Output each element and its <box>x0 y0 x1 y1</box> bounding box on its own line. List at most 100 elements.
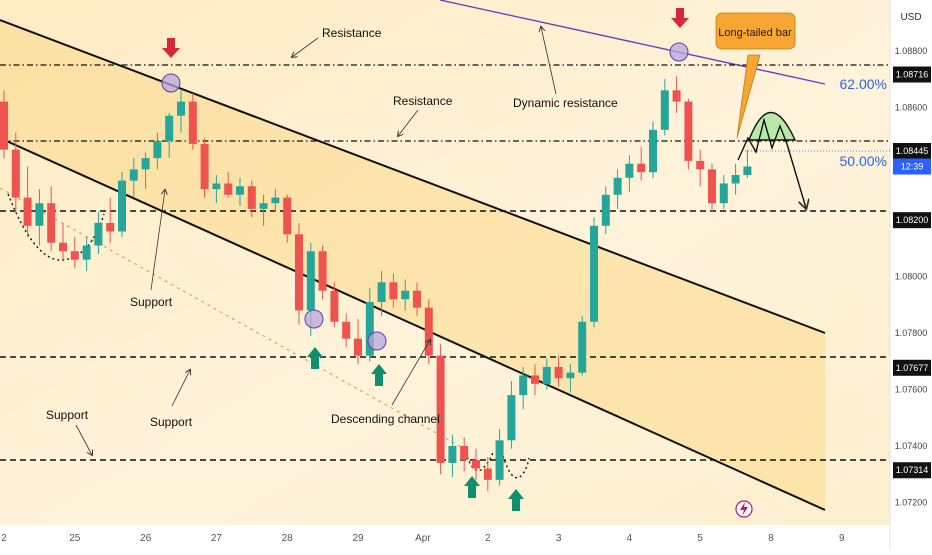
candle <box>460 437 469 472</box>
time-tick-label: 4 <box>627 533 633 544</box>
callout-tail <box>736 54 761 139</box>
candle-body <box>613 177 622 195</box>
candle <box>0 90 8 159</box>
candle <box>165 112 174 159</box>
touch-circle-26 <box>161 73 181 93</box>
candle <box>236 177 244 207</box>
annotation-support-left: Support <box>130 295 173 309</box>
red-arrow-down-icon <box>162 38 180 58</box>
candle-body <box>11 149 20 198</box>
time-tick-label: 27 <box>211 533 223 544</box>
time-tick-label: 9 <box>839 533 845 544</box>
candle <box>70 237 79 269</box>
candle-body <box>413 290 421 308</box>
bowl-left <box>7 193 105 261</box>
price-level-tag: 1.08200 <box>893 212 931 229</box>
callout-text: Long-tailed bar <box>718 27 792 39</box>
current-price-tag-bg <box>893 158 931 175</box>
candle-body <box>719 183 728 204</box>
annotation-descending-channel: Descending channel <box>331 412 440 426</box>
candle-body <box>165 115 174 142</box>
annotation-support-bottom: Support <box>46 408 89 422</box>
candle <box>259 194 268 226</box>
time-tick-label: 2 <box>1 533 7 544</box>
time-tick-label: 26 <box>140 533 152 544</box>
candle <box>601 186 610 235</box>
candle-body <box>708 169 716 204</box>
time-tick-label: 8 <box>768 533 774 544</box>
annotation-arrow <box>150 190 165 291</box>
candle-body <box>118 180 126 232</box>
price-level-tag-bg <box>893 66 931 83</box>
candle <box>613 169 622 209</box>
candle <box>531 364 539 396</box>
candle <box>47 186 56 252</box>
annotation-arrow <box>292 37 319 57</box>
candle-body <box>295 234 303 311</box>
candle-body <box>684 101 693 161</box>
annotation-arrow <box>391 340 430 406</box>
price-tick-label: 1.07400 <box>895 441 928 451</box>
price-tick-label: 1.07200 <box>895 497 928 507</box>
candle-body <box>590 225 598 322</box>
projection-path <box>737 117 806 208</box>
time-tick-label: Apr <box>415 533 431 544</box>
price-level-tag-text: 1.08200 <box>896 215 929 225</box>
candle-body <box>424 307 433 356</box>
candle-body <box>224 183 233 195</box>
candle <box>495 429 504 486</box>
candle-body <box>306 251 315 311</box>
candle-body <box>354 338 362 356</box>
annotation-arrow <box>541 27 557 95</box>
candle-body <box>401 290 410 300</box>
candle <box>660 79 669 136</box>
candle <box>177 90 185 133</box>
price-level-tag: 1.08716 <box>893 66 931 83</box>
candle <box>483 457 492 492</box>
candle-body <box>696 160 705 170</box>
candle <box>342 313 351 348</box>
time-axis-background <box>0 525 890 550</box>
candle-body <box>0 101 8 150</box>
time-tick-label: 5 <box>697 533 703 544</box>
candle-body <box>283 197 292 235</box>
candle <box>129 158 138 198</box>
green-arrow-up-icon <box>508 489 524 511</box>
lightning-bolt-glyph <box>740 502 748 516</box>
candle-body <box>448 445 457 463</box>
time-tick-label: 29 <box>352 533 364 544</box>
candle-body <box>483 468 492 480</box>
price-tick-label: 1.08800 <box>895 46 928 56</box>
dynamic-resistance-line <box>439 0 826 85</box>
candle <box>708 163 716 212</box>
descending-channel-fill <box>0 20 825 510</box>
bowl-apr1 <box>465 451 494 472</box>
candle-body <box>23 197 32 226</box>
candle-body <box>35 203 44 226</box>
candle <box>448 434 457 478</box>
candle <box>590 217 598 328</box>
price-tick-label: 1.07800 <box>895 328 928 338</box>
candle-body <box>377 282 386 303</box>
candle <box>389 273 398 308</box>
channel-lower-line <box>0 137 826 511</box>
candle <box>542 358 551 390</box>
currency-label: USD <box>900 12 921 23</box>
current-price-tag: 12:39 <box>893 158 931 175</box>
candle-body <box>389 282 398 300</box>
candle-body <box>365 302 374 356</box>
candle <box>106 197 115 243</box>
candle-body <box>318 251 327 291</box>
candle <box>507 381 516 449</box>
candle <box>247 180 256 218</box>
candle <box>731 163 740 195</box>
time-tick-label: 25 <box>69 533 81 544</box>
candle <box>625 155 634 192</box>
candle <box>672 76 681 113</box>
candle-body <box>59 242 67 252</box>
candle <box>436 344 445 475</box>
price-tick-label: 1.07600 <box>895 385 928 395</box>
candle-body <box>342 321 351 339</box>
candle-body <box>625 163 634 178</box>
